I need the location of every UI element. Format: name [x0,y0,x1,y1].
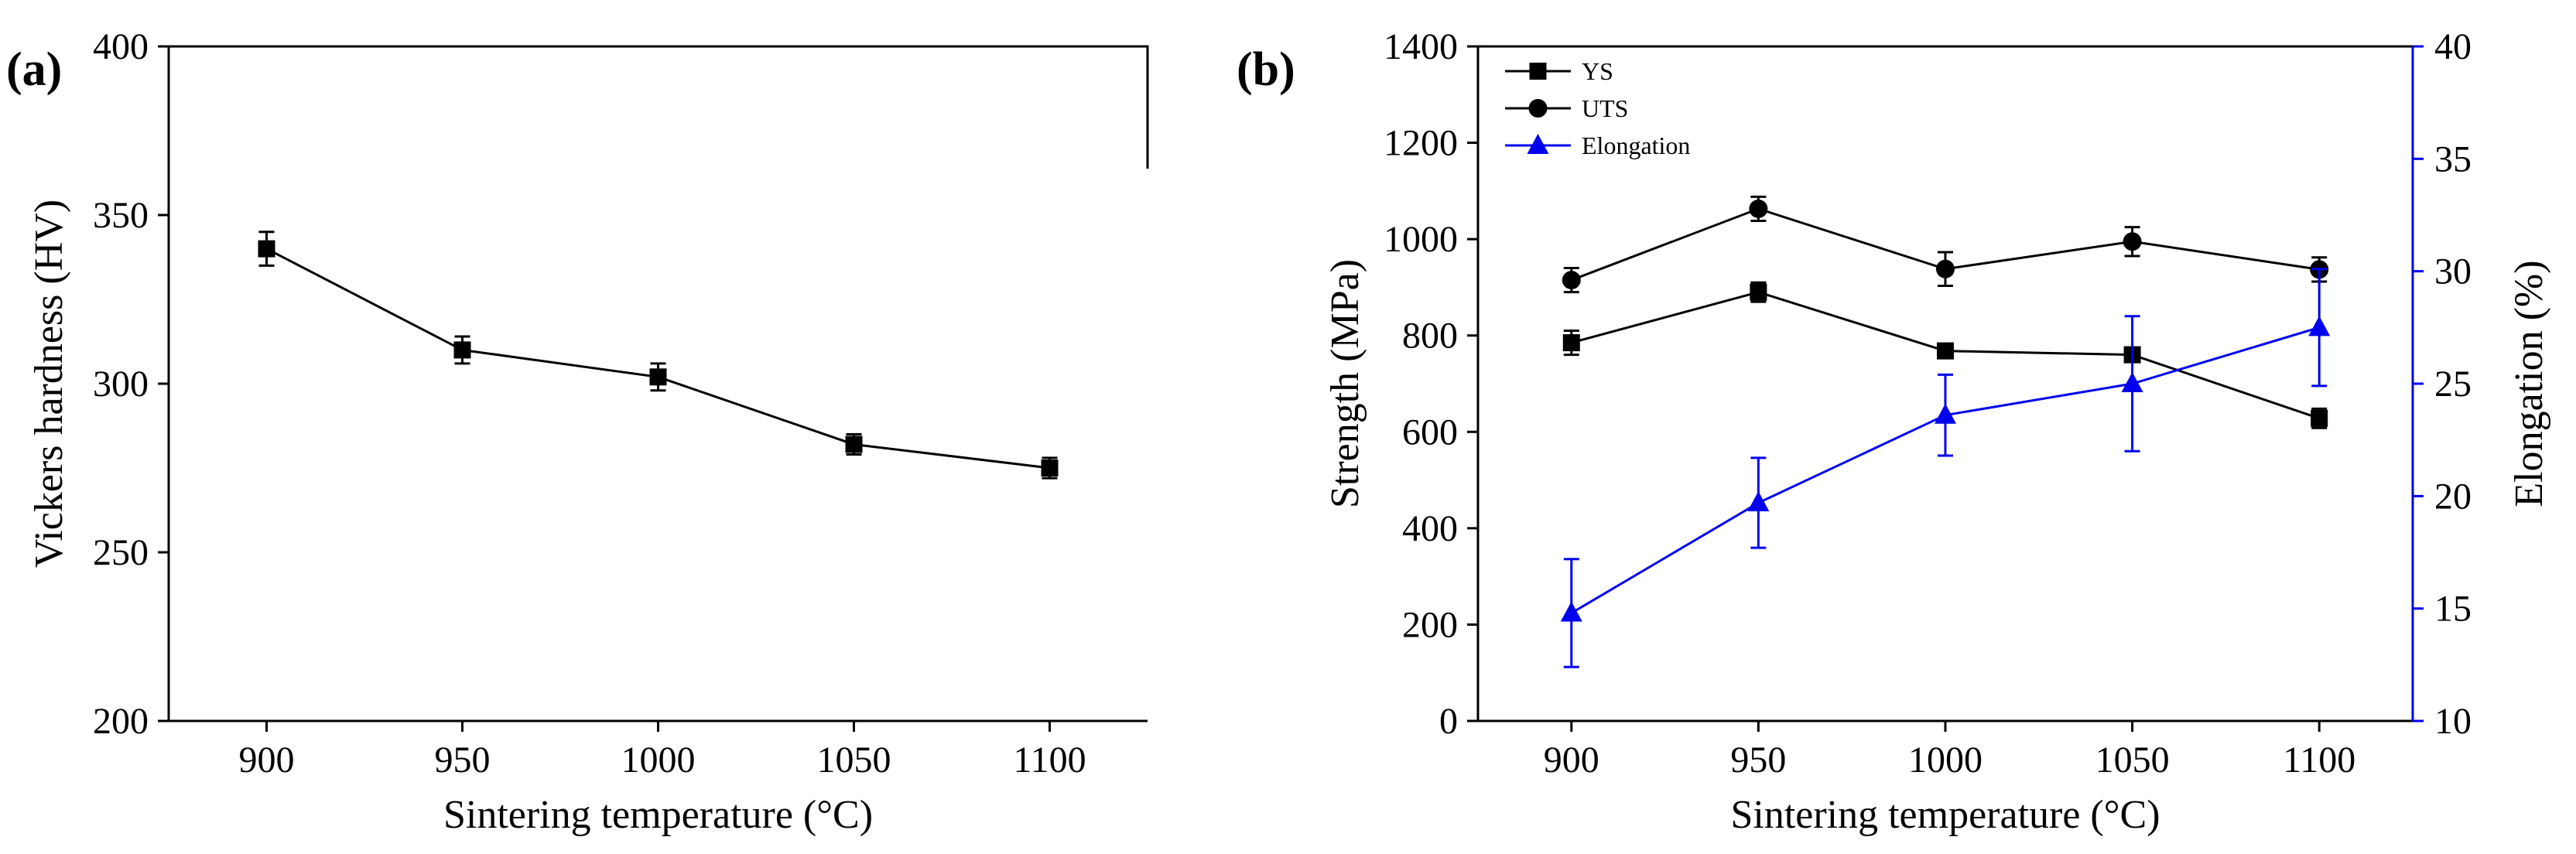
data-point-vickers hardness [649,368,667,386]
y2-tick-label: 15 [2434,589,2472,630]
data-point-uts [1749,199,1768,218]
chart-panel-a: 900 950 1000 1050 1100 200 250 300 350 400 Sinteri… [6,26,1149,837]
x-tick-label: 1000 [1908,740,1982,781]
legend-label: Elongation [1582,132,1690,159]
legend-label: UTS [1582,94,1628,122]
x-tick-label: 1050 [817,740,891,781]
x-tick-label: 900 [1544,740,1599,781]
data-point-uts [1562,271,1581,290]
y-axis-label: Vickers hardness (HV) [27,200,71,568]
data-point-elongation [1747,491,1770,512]
data-point-uts [1936,259,1955,278]
y-tick-label: 200 [93,701,149,742]
y-tick-label: 200 [1402,604,1458,645]
data-point-elongation [1560,601,1582,622]
y2-tick-label: 10 [2434,701,2472,742]
y-tick-label: 350 [93,195,149,236]
y-tick-label: 0 [1439,701,1458,742]
x-tick-label: 950 [435,740,491,781]
series-line-vickers hardness [265,248,1050,470]
x-tick-label: 1100 [2283,740,2355,781]
y-tick-label: 600 [1402,412,1458,453]
y-tick-label: 800 [1402,316,1458,357]
data-point-elongation [2121,372,2143,392]
x-tick-label: 1100 [1013,740,1086,781]
y2-tick-label: 25 [2434,364,2472,405]
data-point-ys [1750,283,1767,301]
x-tick-label: 900 [239,740,295,781]
y-tick-label: 250 [93,532,149,573]
series-line-elongation [1571,326,2320,614]
y2-axis-label: Elongation (%) [2507,260,2551,507]
panel-label: (b) [1237,43,1295,96]
y2-tick-label: 35 [2434,138,2472,179]
data-point-ys [1562,334,1580,352]
y-tick-label: 400 [1402,508,1458,549]
chart-panel-b: 900 950 1000 1050 1100 0 200 400 600 800 1000 1200 1… [1237,26,2551,837]
x-axis-label: Sintering temperature (°C) [443,793,873,837]
y-axis-label: Strength (MPa) [1323,259,1367,508]
y-tick-label: 1400 [1384,26,1458,67]
x-tick-label: 1050 [2095,740,2170,781]
panel-label: (a) [6,43,62,96]
data-point-elongation [1935,403,1956,424]
y-tick-label: 1200 [1384,123,1458,164]
legend-marker [1527,134,1549,154]
y-tick-label: 400 [93,26,149,67]
data-point-vickers hardness [258,240,275,258]
y2-tick-label: 20 [2434,476,2472,517]
data-point-vickers hardness [1041,459,1059,477]
x-axis-label: Sintering temperature (°C) [1730,793,2160,837]
legend-label: YS [1582,57,1613,85]
y2-tick-label: 30 [2434,251,2472,292]
data-point-vickers hardness [453,341,471,359]
data-point-vickers hardness [845,436,863,453]
legend-marker [1529,63,1547,80]
x-tick-label: 1000 [621,740,696,781]
x-tick-label: 950 [1730,740,1786,781]
data-point-elongation [2308,316,2331,336]
data-point-ys [2311,409,2328,427]
y2-tick-label: 40 [2434,26,2472,67]
data-point-uts [2123,232,2142,251]
y-tick-label: 1000 [1384,219,1458,260]
y-tick-label: 300 [93,364,149,405]
legend-marker [1528,99,1548,118]
data-point-ys [1937,342,1954,360]
